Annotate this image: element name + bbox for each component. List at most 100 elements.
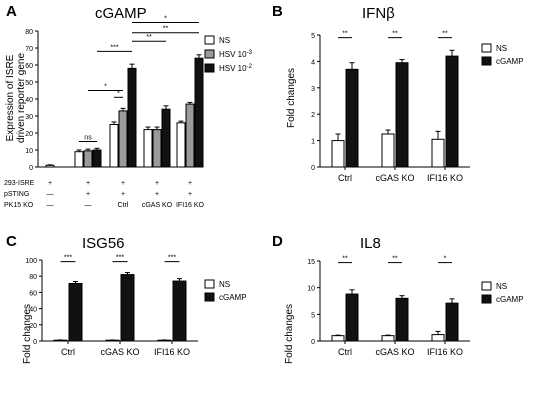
panel-b-x-tick-label: Ctrl bbox=[338, 173, 352, 183]
panel-a-condition-value: + bbox=[86, 180, 90, 187]
panel-b-ylabel-text: Fold changes bbox=[286, 68, 297, 128]
panel-b-y-tick-label: 1 bbox=[311, 139, 315, 146]
panel-d-bar bbox=[381, 335, 395, 342]
panel-a-y-tick-label: 0 bbox=[29, 165, 33, 172]
panel-a-significance-label: ** bbox=[146, 34, 152, 41]
panel-c-bar bbox=[172, 280, 187, 342]
panel-c-legend-label: cGAMP bbox=[219, 293, 247, 302]
panel-a-bar bbox=[83, 150, 93, 168]
panel-a-legend-label: HSV 10-3 bbox=[219, 50, 253, 59]
panel-a-condition-value: — bbox=[47, 191, 54, 198]
panel-a-y-tick-label: 60 bbox=[25, 63, 33, 70]
panel-b-y-tick-label: 4 bbox=[311, 59, 315, 66]
panel-a-y-tick-label: 30 bbox=[25, 114, 33, 121]
panel-c-y-tick-label: 0 bbox=[33, 339, 37, 346]
panel-c-x-tick-label: Ctrl bbox=[61, 347, 75, 357]
panel-a-condition-row-label: 293-ISRE bbox=[4, 180, 35, 187]
panel-d-chart: D IL8 Fold changes 0 5 10 15 ** Ctrl ** cGAS KO… bbox=[272, 233, 524, 364]
panel-a-condition-value: + bbox=[188, 180, 192, 187]
panel-a-significance-label: ns bbox=[84, 135, 92, 142]
panel-a-condition-row-label: pSTING bbox=[4, 191, 29, 198]
panel-d-bar bbox=[331, 335, 345, 342]
panel-d-y-tick-label: 10 bbox=[307, 286, 315, 293]
panel-c-y-tick-label: 80 bbox=[29, 274, 37, 281]
panel-c-x-tick-label: IFI16 KO bbox=[154, 347, 190, 357]
panel-b-bar bbox=[381, 133, 395, 168]
panel-a-bar bbox=[74, 151, 84, 168]
panel-letter-c: C bbox=[6, 233, 17, 250]
panel-c-x-tick-label: cGAS KO bbox=[100, 347, 139, 357]
panel-b-significance-label: ** bbox=[342, 31, 348, 38]
panel-b-bar bbox=[395, 62, 409, 168]
panel-a-ylabel: Expression of ISRE driven reporter gene bbox=[5, 53, 27, 143]
panel-a-y-tick-label: 40 bbox=[25, 97, 33, 104]
panel-b-significance-label: ** bbox=[392, 31, 398, 38]
panel-a-bar bbox=[152, 129, 162, 168]
panel-c-ylabel-text: Fold changes bbox=[22, 304, 33, 364]
panel-c-significance-label: *** bbox=[116, 255, 124, 262]
panel-a-significance-label: * bbox=[164, 16, 167, 23]
panel-c-title: ISG56 bbox=[82, 235, 125, 252]
panel-b-bar bbox=[345, 68, 359, 168]
panel-d-bar bbox=[395, 297, 409, 342]
panel-a-chart: A cGAMP Expression of ISRE driven report… bbox=[4, 3, 253, 209]
panel-d-legend-swatch bbox=[481, 294, 492, 304]
panel-a-condition-row-label: PK15 KO bbox=[4, 202, 34, 209]
panel-b-x-tick-label: IFI16 KO bbox=[427, 173, 463, 183]
panel-d-ylabel-text: Fold changes bbox=[284, 304, 295, 364]
panel-a-significance-label: * bbox=[104, 84, 107, 91]
panel-b-chart: B IFNβ Fold changes 0 1 2 3 4 5 ** Ctrl ** cGAS K… bbox=[272, 3, 524, 183]
panel-b-significance-label: ** bbox=[442, 31, 448, 38]
panel-c-significance-label: *** bbox=[168, 255, 176, 262]
panel-b-y-tick-label: 2 bbox=[311, 112, 315, 119]
panel-a-condition-value: — bbox=[47, 202, 54, 209]
panel-letter-a: A bbox=[6, 3, 17, 20]
panel-a-legend-swatch bbox=[204, 35, 215, 45]
panel-d-significance-label: * bbox=[444, 256, 447, 263]
panel-a-condition-value: + bbox=[155, 191, 159, 198]
panel-a-legend-label: NS bbox=[219, 36, 230, 45]
panel-c-legend-swatch bbox=[204, 279, 215, 289]
panel-a-condition-value: + bbox=[121, 180, 125, 187]
panel-a-bar bbox=[161, 108, 171, 168]
panel-b-ylabel: Fold changes bbox=[286, 68, 297, 128]
panel-a-condition-value: cGAS KO bbox=[142, 202, 173, 209]
panel-a-significance-label: *** bbox=[110, 44, 118, 51]
panel-b-legend-swatch bbox=[481, 56, 492, 66]
panel-d-y-tick-label: 5 bbox=[311, 312, 315, 319]
panel-c-y-tick-label: 60 bbox=[29, 290, 37, 297]
panel-a-y-tick-label: 70 bbox=[25, 46, 33, 53]
panel-d-legend-swatch bbox=[481, 281, 492, 291]
panel-a-condition-value: + bbox=[188, 191, 192, 198]
panel-d-ylabel: Fold changes bbox=[284, 304, 295, 364]
panel-c-bar bbox=[120, 274, 135, 342]
panel-a-legend-superscript: -3 bbox=[247, 50, 253, 56]
panel-c-y-tick-label: 100 bbox=[25, 258, 37, 265]
panel-c-y-tick-label: 20 bbox=[29, 323, 37, 330]
panel-b-bar bbox=[445, 55, 459, 168]
panel-a-condition-value: + bbox=[121, 191, 125, 198]
panel-letter-d: D bbox=[272, 233, 283, 250]
panel-a-y-tick-label: 80 bbox=[25, 29, 33, 36]
panel-a-bar bbox=[194, 57, 204, 168]
panel-a-bar bbox=[118, 110, 128, 168]
panel-d-significance-label: ** bbox=[392, 256, 398, 263]
panel-a-bar bbox=[92, 149, 102, 168]
panel-a-legend-label: HSV 10-2 bbox=[219, 64, 253, 73]
panel-a-y-tick-label: 10 bbox=[25, 148, 33, 155]
panel-c-legend-swatch bbox=[204, 292, 215, 302]
panel-a-condition-value: — bbox=[85, 202, 92, 209]
panel-letter-b: B bbox=[272, 3, 283, 20]
panel-c-chart: C ISG56 Fold changes 0 20 40 60 80 100 *** Ctrl… bbox=[6, 233, 247, 364]
panel-b-y-tick-label: 0 bbox=[311, 165, 315, 172]
panel-c-y-tick-label: 40 bbox=[29, 307, 37, 314]
panel-a-bar bbox=[176, 122, 186, 168]
panel-a-bar bbox=[143, 129, 153, 168]
panel-a-legend-swatch bbox=[204, 49, 215, 59]
panel-d-x-tick-label: cGAS KO bbox=[375, 347, 414, 357]
panel-d-significance-label: ** bbox=[342, 256, 348, 263]
panel-d-title: IL8 bbox=[360, 235, 381, 252]
panel-c-significance-label: *** bbox=[64, 255, 72, 262]
panel-a-bar bbox=[185, 103, 195, 168]
panel-c-legend-label: NS bbox=[219, 280, 230, 289]
